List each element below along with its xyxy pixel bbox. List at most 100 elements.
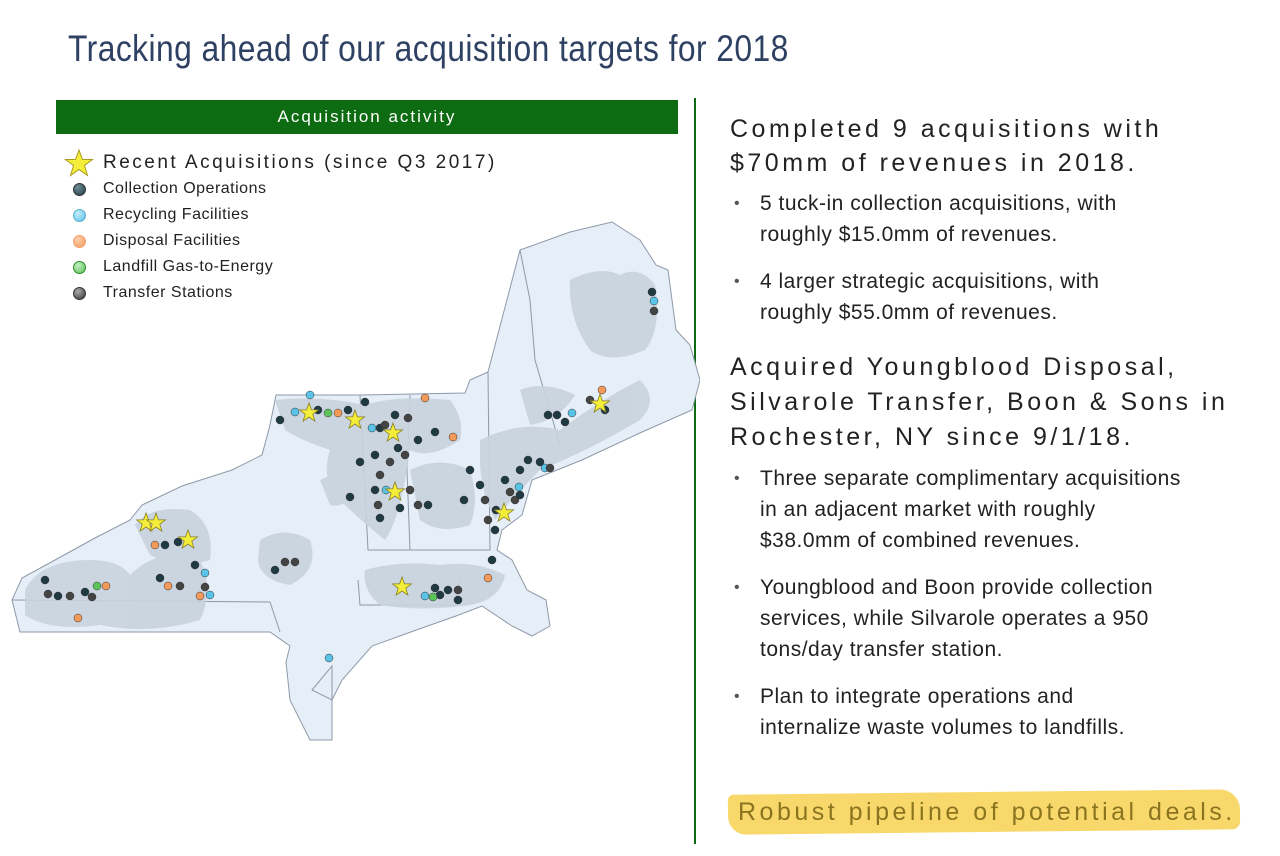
heading-completed-acquisitions: Completed 9 acquisitions with $70mm of r… — [730, 115, 1163, 177]
collection-dot-icon — [155, 573, 165, 583]
disposal-dot-icon — [163, 581, 173, 591]
transfer-dot-icon — [65, 591, 75, 601]
collection-dot-icon — [390, 410, 400, 420]
page-title: Tracking ahead of our acquisition target… — [68, 28, 789, 69]
disposal-dot-icon — [150, 540, 160, 550]
landfill-gas-dot-icon — [92, 581, 102, 591]
transfer-dot-icon — [375, 470, 385, 480]
collection-dot-icon — [395, 503, 405, 513]
recycling-dot-icon — [567, 408, 577, 418]
collection-dot-icon — [430, 427, 440, 437]
collection-dot-icon — [500, 475, 510, 485]
acquisition-star-icon — [298, 401, 320, 423]
summary-panel: Completed 9 acquisitions with $70mm of r… — [730, 112, 1270, 759]
transfer-dot-icon — [405, 485, 415, 495]
collection-dot-icon — [275, 415, 285, 425]
acquisition-star-icon — [589, 392, 611, 414]
collection-dot-icon — [490, 525, 500, 535]
vertical-divider — [694, 98, 696, 844]
transfer-dot-icon — [480, 495, 490, 505]
legend-label: Landfill Gas-to-Energy — [103, 258, 274, 275]
acquisition-star-icon — [344, 408, 366, 430]
transfer-dot-icon — [280, 557, 290, 567]
collection-dot-icon — [560, 417, 570, 427]
legend-label: Recycling Facilities — [103, 206, 250, 223]
transfer-dot-icon — [43, 589, 53, 599]
transfer-dot-icon — [290, 557, 300, 567]
disposal-dot-icon — [448, 432, 458, 442]
transfer-dot-icon — [87, 592, 97, 602]
transfer-dot-icon — [649, 306, 659, 316]
bullets-rochester: Three separate complimentary acquisition… — [730, 463, 1270, 743]
legend-label: Disposal Facilities — [103, 232, 241, 249]
collection-dot-icon — [435, 590, 445, 600]
legend-item-recycling: Recycling Facilities — [64, 202, 497, 228]
collection-dot-icon — [453, 595, 463, 605]
landfill-gas-dot-icon — [72, 260, 86, 274]
collection-dot-icon — [160, 540, 170, 550]
transfer-dot-icon — [175, 581, 185, 591]
collection-dot-icon — [370, 450, 380, 460]
acquisition-activity-banner: Acquisition activity — [56, 100, 678, 134]
collection-dot-icon — [487, 555, 497, 565]
disposal-dot-icon — [73, 613, 83, 623]
disposal-dot-icon — [483, 573, 493, 583]
transfer-dot-icon — [385, 457, 395, 467]
acquisition-star-icon — [384, 480, 406, 502]
recycling-dot-icon — [72, 208, 86, 222]
collection-dot-icon — [475, 480, 485, 490]
northeast-map — [11, 221, 700, 741]
collection-dot-icon — [543, 410, 553, 420]
bullet-item: 5 tuck-in collection acquisitions, with … — [730, 188, 1160, 250]
acquisition-star-icon — [382, 421, 404, 443]
recycling-dot-icon — [649, 296, 659, 306]
service-areas — [25, 271, 658, 629]
collection-dot-icon — [443, 585, 453, 595]
collection-dot-icon — [345, 492, 355, 502]
collection-dot-icon — [80, 587, 90, 597]
legend-label: Collection Operations — [103, 180, 267, 197]
disposal-dot-icon — [101, 581, 111, 591]
collection-dot-icon — [523, 455, 533, 465]
legend-label: Recent Acquisitions (since Q3 2017) — [103, 152, 497, 173]
transfer-dot-icon — [505, 487, 515, 497]
pipeline-callout: Robust pipeline of potential deals. — [738, 798, 1236, 826]
disposal-dot-icon — [597, 385, 607, 395]
legend-item-collection: Collection Operations — [64, 176, 497, 202]
recycling-dot-icon — [305, 390, 315, 400]
bullets-completed: 5 tuck-in collection acquisitions, with … — [730, 188, 1270, 328]
transfer-dot-icon — [453, 585, 463, 595]
transfer-dot-icon — [400, 450, 410, 460]
facility-dots — [40, 287, 659, 663]
collection-dot-icon — [393, 443, 403, 453]
collection-dot-icon — [552, 410, 562, 420]
collection-dot-icon — [423, 500, 433, 510]
collection-dot-icon — [647, 287, 657, 297]
collection-dot-icon — [360, 397, 370, 407]
transfer-dot-icon — [200, 582, 210, 592]
collection-dot-icon — [465, 465, 475, 475]
collection-dot-icon — [355, 457, 365, 467]
legend-item-recent-acquisitions: Recent Acquisitions (since Q3 2017) — [64, 149, 497, 177]
collection-dot-icon — [413, 435, 423, 445]
collection-dot-icon — [190, 560, 200, 570]
collection-dot-icon — [370, 485, 380, 495]
acquisition-star-icon — [493, 501, 515, 523]
disposal-dot-icon — [72, 234, 86, 248]
collection-dot-icon — [459, 495, 469, 505]
acquisition-stars — [135, 392, 611, 597]
collection-dot-icon — [72, 182, 86, 196]
collection-dot-icon — [535, 457, 545, 467]
collection-dot-icon — [173, 537, 183, 547]
legend-item-disposal: Disposal Facilities — [64, 228, 497, 254]
recycling-dot-icon — [324, 653, 334, 663]
acquisition-star-icon — [145, 511, 167, 533]
recycling-dot-icon — [514, 482, 524, 492]
landfill-gas-dot-icon — [323, 408, 333, 418]
map-legend: Recent Acquisitions (since Q3 2017) Coll… — [64, 149, 497, 306]
collection-dot-icon — [40, 575, 50, 585]
collection-dot-icon — [375, 513, 385, 523]
landfill-gas-dot-icon — [428, 592, 438, 602]
collection-dot-icon — [343, 405, 353, 415]
legend-item-landfill-gas: Landfill Gas-to-Energy — [64, 254, 497, 280]
